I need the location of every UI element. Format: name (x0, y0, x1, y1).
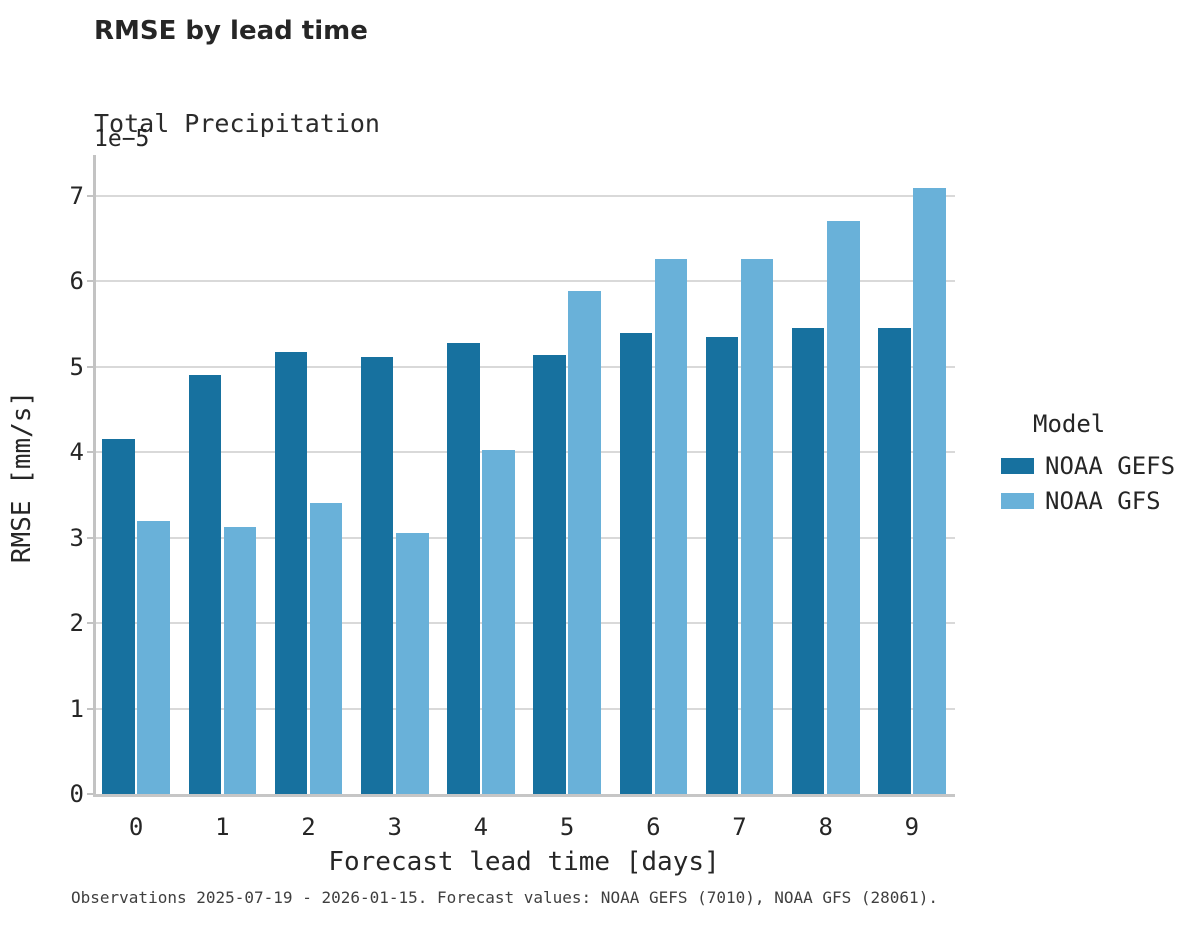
gridline-y-1 (93, 707, 955, 710)
bar-noaa-gfs-lead-9 (913, 188, 946, 794)
y-tick-label-3: 3 (69, 523, 84, 552)
plot-area (87, 155, 955, 797)
bar-noaa-gfs-lead-1 (223, 527, 257, 794)
caption: Observations 2025-07-19 - 2026-01-15. Fo… (71, 888, 938, 907)
y-tick-label-0: 0 (69, 780, 84, 808)
legend-swatch-icon (1001, 457, 1034, 474)
bar-noaa-gfs-lead-5 (568, 291, 601, 794)
y-tick-mark (87, 451, 93, 454)
bar-noaa-gfs-lead-2 (309, 503, 343, 794)
bar-noaa-gefs-lead-9 (878, 328, 911, 794)
chart-title: RMSE by lead time (94, 16, 368, 46)
bar-noaa-gefs-lead-0 (102, 439, 135, 794)
gridline-y-3 (93, 536, 955, 539)
y-axis-offset-text: 1e−5 (94, 126, 150, 152)
y-axis-spine (93, 155, 96, 794)
x-tick-label-7: 7 (732, 813, 747, 841)
bar-noaa-gefs-lead-4 (447, 343, 480, 794)
y-tick-mark (87, 793, 93, 795)
x-tick-label-1: 1 (215, 813, 230, 841)
legend-entries: NOAA GEFS NOAA GFS (1001, 448, 1191, 518)
bar-noaa-gfs-lead-3 (396, 533, 429, 794)
bar-noaa-gfs-lead-6 (654, 259, 688, 794)
legend-entry-noaa-gefs: NOAA GEFS (1001, 448, 1191, 483)
y-tick-mark (87, 707, 93, 710)
y-tick-label-7: 7 (69, 182, 84, 210)
legend-swatch-icon (1001, 492, 1034, 509)
x-tick-label-9: 9 (904, 813, 920, 841)
bar-noaa-gefs-lead-8 (791, 328, 825, 794)
bar-noaa-gfs-lead-4 (482, 450, 515, 794)
x-tick-label-2: 2 (301, 813, 316, 841)
x-tick-label-8: 8 (818, 813, 833, 841)
bar-noaa-gefs-lead-1 (188, 375, 221, 794)
legend-label: NOAA GFS (1045, 486, 1161, 515)
y-axis-label: RMSE [mm/s] (7, 390, 37, 564)
bar-noaa-gfs-lead-0 (137, 521, 170, 794)
legend-entry-noaa-gfs: NOAA GFS (1001, 483, 1191, 518)
gridline-y-6 (93, 280, 955, 283)
gridline-y-7 (93, 195, 955, 197)
legend: Model NOAA GEFS NOAA GFS (1001, 410, 1191, 518)
gridline-y-2 (93, 622, 955, 625)
y-tick-mark (87, 536, 93, 539)
bar-noaa-gfs-lead-7 (740, 259, 774, 794)
legend-label: NOAA GEFS (1045, 451, 1176, 480)
x-tick-label-4: 4 (473, 813, 489, 841)
x-tick-label-0: 0 (128, 813, 144, 841)
x-tick-label-3: 3 (387, 813, 402, 841)
gridline-y-4 (93, 451, 955, 454)
y-tick-label-2: 2 (69, 609, 84, 638)
x-axis-label: Forecast lead time [days] (328, 847, 720, 877)
bar-noaa-gefs-lead-2 (274, 352, 308, 794)
y-tick-mark (87, 622, 93, 625)
bar-noaa-gfs-lead-8 (827, 221, 860, 794)
y-tick-mark (87, 365, 93, 368)
y-tick-label-4: 4 (69, 438, 84, 467)
bar-noaa-gefs-lead-6 (619, 333, 652, 794)
gridline-y-5 (93, 365, 955, 368)
y-tick-label-5: 5 (69, 352, 84, 381)
bar-noaa-gefs-lead-3 (360, 357, 394, 794)
legend-title: Model (1033, 410, 1106, 438)
bar-noaa-gefs-lead-7 (705, 337, 739, 794)
x-axis-spine (93, 794, 955, 797)
y-tick-label-1: 1 (69, 694, 84, 723)
x-tick-label-5: 5 (559, 813, 575, 841)
y-tick-mark (87, 195, 93, 197)
chart-subtitle-line1: Total Precipitation (94, 109, 380, 138)
x-tick-label-6: 6 (646, 813, 661, 841)
y-tick-label-6: 6 (69, 267, 84, 296)
y-tick-mark (87, 280, 93, 283)
bar-noaa-gefs-lead-5 (533, 355, 566, 794)
